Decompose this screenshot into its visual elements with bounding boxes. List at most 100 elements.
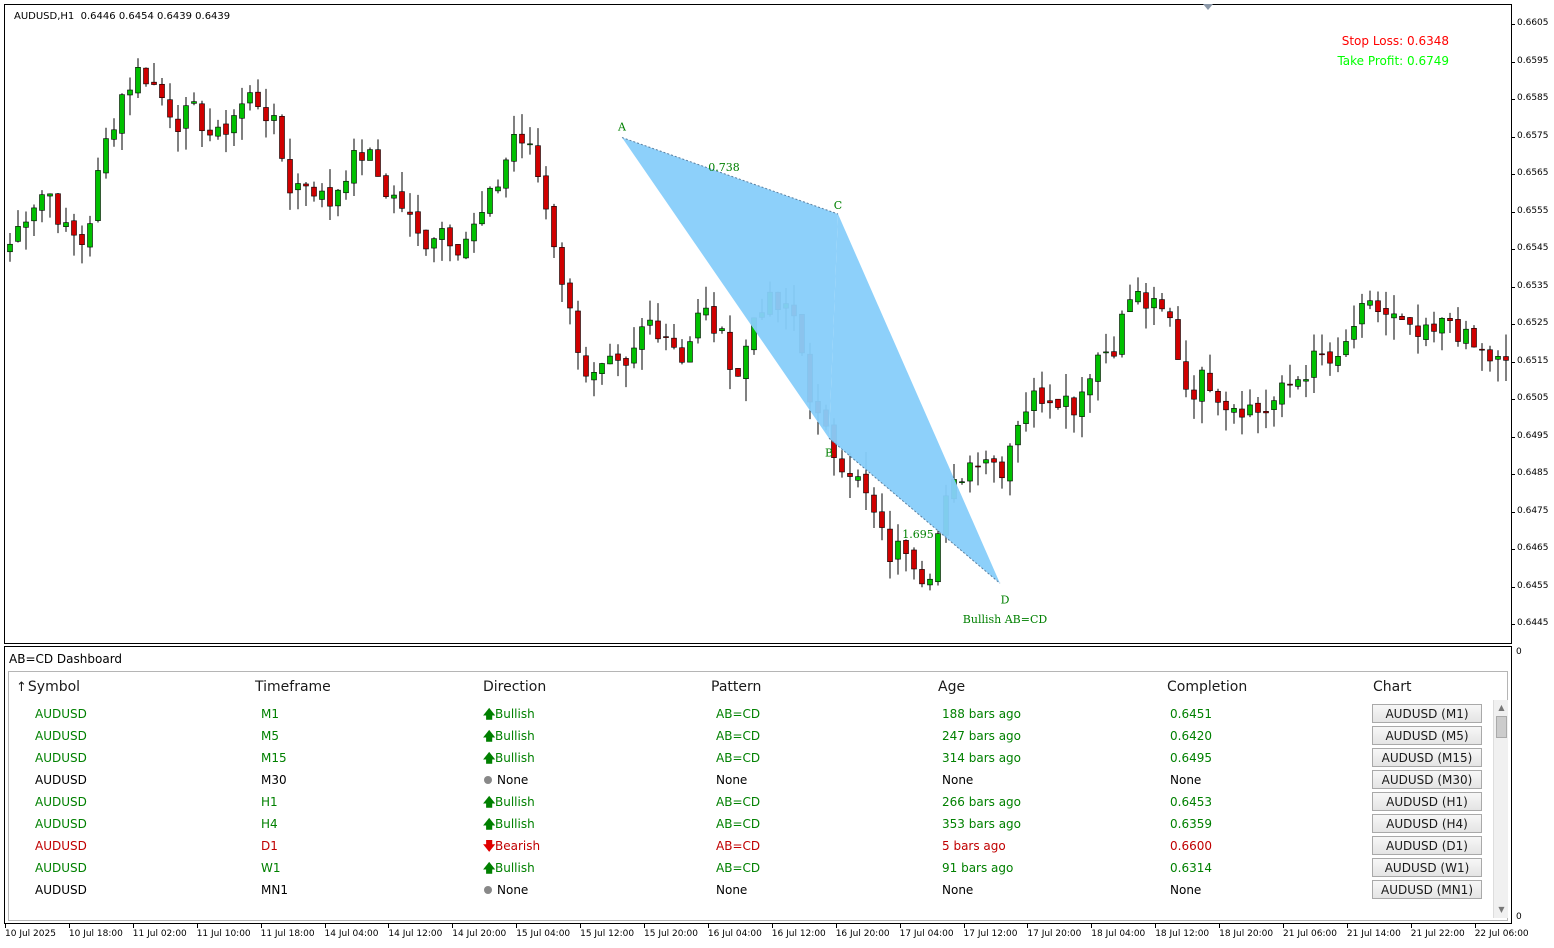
bear-candle <box>1111 351 1117 357</box>
bear-candle <box>999 461 1005 479</box>
subwindow-scale-top: 0 <box>1516 647 1522 657</box>
bear-candle <box>399 191 405 209</box>
bull-candle <box>495 186 501 192</box>
bull-candle <box>1015 424 1021 446</box>
bear-candle <box>671 337 677 348</box>
price-tick-label: 0.6495 <box>1512 430 1549 441</box>
bull-candle <box>47 193 53 197</box>
arrow-up-icon: 🡅 <box>483 861 496 875</box>
open-chart-button[interactable]: AUDUSD (D1) <box>1372 836 1482 855</box>
table-row: AUDUSD M30 None None None None AUDUSD (M30) <box>9 770 1482 794</box>
time-tick-label: 21 Jul 14:00 <box>1346 924 1401 939</box>
stop-loss-label: Stop Loss: 0.6348 <box>1341 34 1449 48</box>
open-chart-button[interactable]: AUDUSD (M30) <box>1372 770 1482 789</box>
price-tick-label: 0.6475 <box>1512 505 1549 516</box>
bull-candle <box>63 222 69 227</box>
direction-cell: 🡅Bullish <box>483 728 535 744</box>
open-chart-button[interactable]: AUDUSD (MN1) <box>1372 880 1482 899</box>
pattern-cell: AB=CD <box>716 751 761 765</box>
bear-candle <box>1223 400 1229 411</box>
bull-candle <box>1151 298 1157 309</box>
bear-candle <box>1071 397 1077 416</box>
bear-candle <box>879 511 885 528</box>
bear-candle <box>359 152 365 161</box>
direction-cell: 🡅Bullish <box>483 750 535 766</box>
bull-candle <box>103 138 109 174</box>
bear-candle <box>175 118 181 132</box>
bear-candle <box>1183 361 1189 390</box>
bear-candle <box>423 229 429 250</box>
timeframe-cell: H1 <box>261 795 278 809</box>
completion-cell: 0.6420 <box>1170 729 1212 743</box>
bull-candle <box>23 221 29 228</box>
bear-candle <box>199 103 205 132</box>
scroll-down-icon[interactable]: ▼ <box>1498 905 1505 914</box>
bear-candle <box>311 186 317 197</box>
age-cell: 188 bars ago <box>942 707 1022 721</box>
arrow-up-icon: 🡅 <box>483 795 496 809</box>
bull-candle <box>1351 326 1357 340</box>
bear-candle <box>1487 349 1493 362</box>
table-row: AUDUSD H4 🡅Bullish AB=CD 353 bars ago 0.6359 A… <box>9 814 1482 838</box>
column-header-age[interactable]: Age <box>938 679 966 695</box>
bull-candle <box>215 126 221 137</box>
open-chart-button[interactable]: AUDUSD (M15) <box>1372 748 1482 767</box>
completion-cell: 0.6359 <box>1170 817 1212 831</box>
price-axis: 0.6605 0.6595 0.6585 0.6575 0.6565 0.6555 0.65… <box>1512 4 1554 644</box>
open-chart-button[interactable]: AUDUSD (H1) <box>1372 792 1482 811</box>
bear-candle <box>1039 387 1045 404</box>
bull-candle <box>959 481 965 484</box>
bull-candle <box>895 540 901 560</box>
column-header-pattern[interactable]: Pattern <box>711 679 762 695</box>
bull-candle <box>1423 324 1429 340</box>
column-header-timeframe[interactable]: Timeframe <box>255 679 331 695</box>
open-chart-button[interactable]: AUDUSD (W1) <box>1372 858 1482 877</box>
timeframe-cell: M5 <box>261 729 279 743</box>
price-chart[interactable]: A B C D 0.738 1.695 Bullish AB=CD AUDUSD,H1 0.… <box>4 4 1512 644</box>
dashboard-scrollbar[interactable]: ▲ ▼ <box>1493 700 1508 918</box>
bear-candle <box>151 81 157 85</box>
column-header-direction[interactable]: Direction <box>483 679 547 695</box>
column-header-symbol[interactable]: ↑Symbol <box>16 679 81 695</box>
bull-candle <box>127 89 133 96</box>
scroll-up-icon[interactable]: ▲ <box>1498 703 1505 712</box>
column-header-completion[interactable]: Completion <box>1167 679 1248 695</box>
bull-candle <box>935 533 941 583</box>
time-tick-label: 16 Jul 20:00 <box>835 924 890 939</box>
price-tick-label: 0.6455 <box>1512 580 1549 591</box>
table-row: AUDUSD M5 🡅Bullish AB=CD 247 bars ago 0.6420 A… <box>9 726 1482 750</box>
chart-canvas[interactable]: A B C D 0.738 1.695 Bullish AB=CD <box>5 5 1511 643</box>
bear-candle <box>911 549 917 570</box>
bear-candle <box>1319 353 1325 356</box>
bear-candle <box>1455 319 1461 342</box>
bear-candle <box>839 458 845 473</box>
bull-candle <box>639 326 645 350</box>
symbol-cell: AUDUSD <box>35 817 87 831</box>
bull-candle <box>1135 290 1141 303</box>
bear-candle <box>1287 383 1293 386</box>
open-chart-button[interactable]: AUDUSD (H4) <box>1372 814 1482 833</box>
open-chart-button[interactable]: AUDUSD (M5) <box>1372 726 1482 745</box>
bull-candle <box>351 150 357 184</box>
bear-candle <box>1159 299 1165 310</box>
chart-shift-marker-icon[interactable] <box>1203 4 1213 10</box>
bull-candle <box>1439 317 1445 334</box>
direction-label: None <box>497 883 529 897</box>
symbol-cell: AUDUSD <box>35 707 87 721</box>
direction-cell: 🡅Bullish <box>483 816 535 832</box>
column-header-chart[interactable]: Chart <box>1373 679 1412 695</box>
open-chart-button[interactable]: AUDUSD (M1) <box>1372 704 1482 723</box>
pattern-point-b-label: B <box>825 446 833 459</box>
price-tick-label: 0.6485 <box>1512 468 1549 478</box>
bear-candle <box>1255 402 1261 413</box>
timeframe-cell: D1 <box>261 839 278 853</box>
bear-candle <box>159 83 165 99</box>
bear-candle <box>143 67 149 85</box>
bear-candle <box>383 175 389 197</box>
symbol-cell: AUDUSD <box>35 883 87 897</box>
sort-up-arrow-icon: ↑ <box>16 680 27 695</box>
scroll-thumb[interactable] <box>1496 716 1507 738</box>
bull-candle <box>703 307 709 316</box>
time-tick-label: 10 Jul 18:00 <box>68 924 123 939</box>
